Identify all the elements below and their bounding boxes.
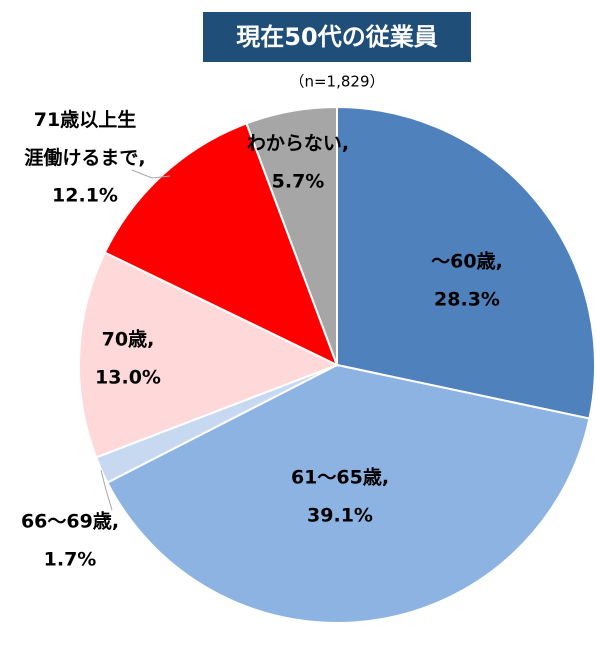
label-line: 71歳以上生 (34, 108, 136, 131)
category-label: ～60歳, (431, 251, 503, 273)
label-line: 涯働けるまで, (24, 146, 145, 169)
pie-slice (336, 105, 596, 420)
value-label: 39.1% (307, 505, 373, 527)
value-label: 13.0% (95, 367, 161, 389)
category-label: 61～65歳, (291, 467, 389, 489)
value-label: 28.3% (434, 289, 500, 311)
title-box (203, 12, 471, 62)
leader-line (131, 169, 171, 179)
leader-line (100, 469, 113, 511)
chart-subtitle: （n=1,829） (289, 73, 384, 91)
pie-slice (245, 105, 338, 366)
pie-slice (78, 251, 340, 459)
value-label: 12.1% (52, 185, 118, 207)
chart-title: 現在50代の従業員 (236, 23, 437, 51)
category-label: わからない, (247, 133, 349, 155)
pie-slice (106, 363, 591, 624)
value-label: 1.7% (44, 549, 97, 571)
pie-slice (103, 122, 339, 367)
value-label: 5.7% (272, 171, 325, 193)
category-label: 71歳以上生涯働けるまで, (24, 108, 145, 169)
category-label: 66～69歳, (21, 511, 119, 533)
category-label: 70歳, (102, 329, 155, 351)
